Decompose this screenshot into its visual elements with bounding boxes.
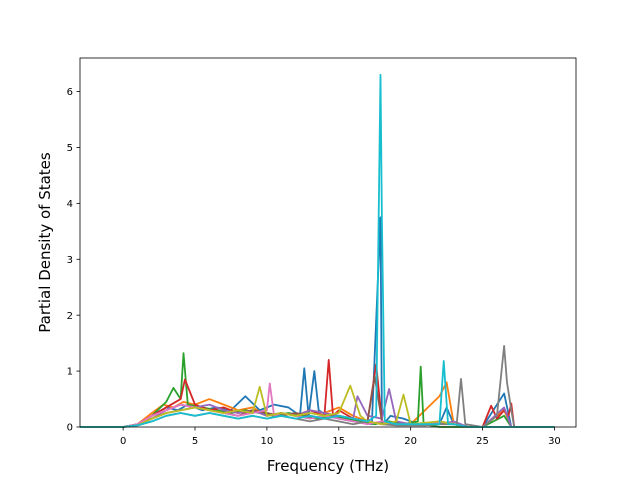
y-tick-label: 5 [67, 143, 73, 154]
y-tick-label: 1 [67, 367, 73, 378]
y-tick-label: 3 [67, 255, 73, 266]
x-tick-label: 5 [192, 436, 198, 447]
axes-frame [79, 57, 577, 428]
y-axis-label: Partial Density of States [36, 152, 54, 333]
x-axis-label: Frequency (THz) [267, 457, 389, 475]
series-line-3 [80, 352, 555, 428]
x-tick-label: 15 [332, 436, 345, 447]
y-tick-label: 0 [67, 423, 73, 434]
x-tick-label: 0 [120, 436, 126, 447]
y-tick-label: 2 [67, 311, 73, 322]
y-axis: 0 1 2 3 4 5 6 [67, 87, 80, 434]
x-tick-label: 30 [548, 436, 561, 447]
x-tick-label: 10 [261, 436, 274, 447]
series-line-4 [80, 359, 555, 428]
x-tick-label: 25 [476, 436, 489, 447]
series-line-10 [80, 73, 555, 428]
x-tick-label: 20 [404, 436, 417, 447]
y-tick-label: 6 [67, 87, 73, 98]
y-tick-label: 4 [67, 199, 73, 210]
plot-area [80, 73, 555, 428]
x-axis: 0 5 10 15 20 25 30 [120, 427, 561, 447]
